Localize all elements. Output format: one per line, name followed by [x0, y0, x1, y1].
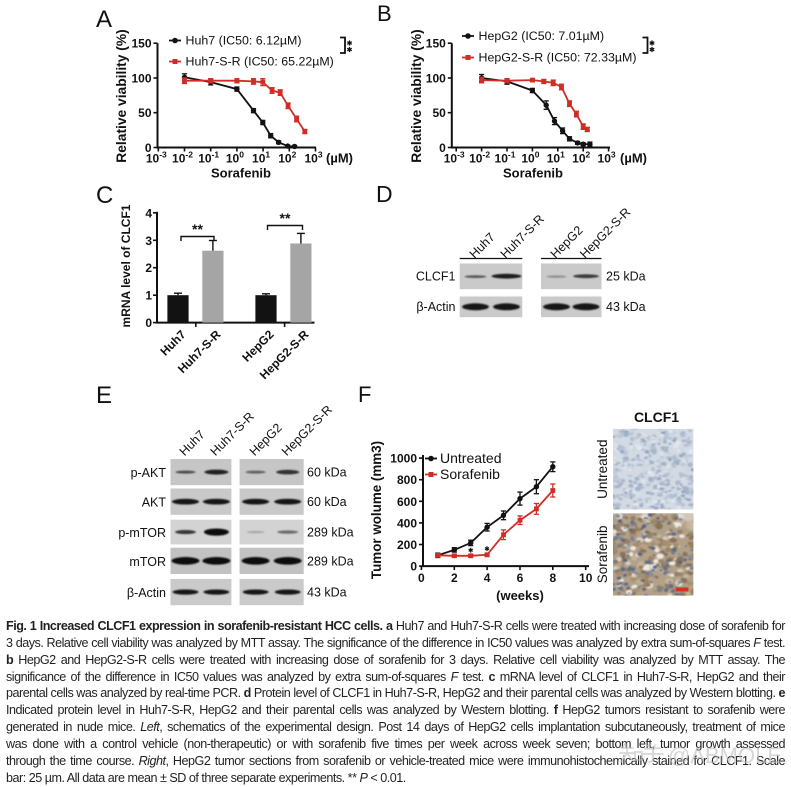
svg-text:100: 100: [226, 150, 244, 166]
svg-text:10-2: 10-2: [172, 150, 193, 166]
svg-text:103: 103: [598, 150, 616, 166]
svg-text:600: 600: [397, 495, 417, 509]
svg-text:100: 100: [426, 72, 446, 86]
svg-text:mTOR: mTOR: [129, 555, 166, 569]
svg-text:p-AKT: p-AKT: [131, 466, 167, 480]
svg-text:Sorafenib: Sorafenib: [503, 166, 563, 181]
svg-text:0: 0: [418, 571, 425, 585]
svg-text:10-3: 10-3: [444, 150, 465, 166]
svg-text:Relative viability (%): Relative viability (%): [409, 29, 424, 162]
svg-text:p-mTOR: p-mTOR: [118, 526, 166, 540]
svg-text:3: 3: [145, 234, 152, 248]
svg-text:(weeks): (weeks): [496, 588, 544, 603]
svg-text:(µM): (µM): [620, 151, 647, 166]
svg-text:10: 10: [579, 571, 593, 585]
svg-text:25 kDa: 25 kDa: [606, 270, 646, 284]
svg-text:200: 200: [397, 538, 417, 552]
svg-text:150: 150: [131, 37, 151, 51]
svg-text:400: 400: [397, 516, 417, 530]
svg-text:**: **: [280, 210, 291, 226]
svg-text:0: 0: [410, 560, 417, 574]
svg-text:Huh7 (IC50: 6.12µM): Huh7 (IC50: 6.12µM): [186, 34, 302, 48]
svg-text:101: 101: [547, 150, 565, 166]
svg-text:(µM): (µM): [326, 151, 353, 166]
svg-text:101: 101: [252, 150, 270, 166]
svg-text:1: 1: [145, 289, 152, 303]
svg-text:100: 100: [521, 150, 539, 166]
svg-text:6: 6: [517, 571, 524, 585]
svg-text:43 kDa: 43 kDa: [606, 300, 646, 314]
svg-text:4: 4: [145, 206, 152, 220]
svg-text:Sorafenib: Sorafenib: [211, 166, 271, 181]
svg-text:Sorafenib: Sorafenib: [440, 466, 500, 482]
svg-text:Huh7: Huh7: [467, 230, 498, 261]
svg-text:50: 50: [432, 106, 446, 120]
svg-text:HepG2: HepG2: [247, 421, 285, 459]
svg-text:103: 103: [304, 150, 322, 166]
svg-text:F: F: [358, 382, 371, 407]
svg-text:HepG2-S-R: HepG2-S-R: [577, 205, 633, 261]
svg-text:CLCF1: CLCF1: [416, 270, 456, 284]
svg-text:50: 50: [138, 106, 152, 120]
svg-text:0: 0: [145, 316, 152, 330]
svg-text:mRNA level of CLCF1: mRNA level of CLCF1: [119, 204, 133, 327]
svg-text:2: 2: [145, 261, 152, 275]
svg-text:C: C: [96, 182, 113, 209]
svg-text:HepG2: HepG2: [548, 223, 586, 261]
svg-text:60 kDa: 60 kDa: [307, 466, 347, 480]
svg-text:AKT: AKT: [142, 496, 167, 510]
svg-text:289 kDa: 289 kDa: [307, 526, 354, 540]
svg-text:10-1: 10-1: [198, 150, 219, 166]
svg-text:150: 150: [426, 37, 446, 51]
svg-text:100: 100: [131, 72, 151, 86]
svg-text:Huh7-S-R (IC50: 65.22µM): Huh7-S-R (IC50: 65.22µM): [186, 55, 334, 69]
svg-text:HepG2 (IC50: 7.01µM): HepG2 (IC50: 7.01µM): [479, 29, 605, 43]
svg-text:Huh7: Huh7: [158, 327, 189, 358]
svg-text:D: D: [376, 181, 393, 207]
svg-text:102: 102: [278, 150, 296, 166]
svg-text:8: 8: [549, 571, 556, 585]
svg-text:B: B: [377, 1, 392, 26]
svg-text:CLCF1: CLCF1: [634, 409, 679, 425]
svg-text:β-Actin: β-Actin: [127, 586, 166, 600]
svg-text:E: E: [96, 382, 112, 409]
svg-text:β-Actin: β-Actin: [416, 300, 455, 314]
svg-text:800: 800: [397, 473, 417, 487]
svg-text:HepG2-S-R (IC50: 72.33µM): HepG2-S-R (IC50: 72.33µM): [479, 51, 637, 65]
svg-text:10-1: 10-1: [495, 150, 516, 166]
svg-text:Relative viability (%): Relative viability (%): [114, 29, 129, 162]
svg-text:10-2: 10-2: [469, 150, 490, 166]
svg-text:@ABMOLE: @ABMOLE: [668, 743, 782, 768]
svg-text:Untreated: Untreated: [440, 450, 501, 466]
svg-text:Huh7: Huh7: [177, 428, 208, 459]
svg-text:60 kDa: 60 kDa: [307, 495, 347, 509]
svg-text:4: 4: [484, 571, 491, 585]
svg-text:Tumor wolume (mm3): Tumor wolume (mm3): [369, 441, 384, 579]
svg-text:Huh7-S-R: Huh7-S-R: [498, 212, 547, 261]
svg-text:**: **: [192, 221, 203, 237]
svg-text:102: 102: [572, 150, 590, 166]
svg-text:HepG2-S-R: HepG2-S-R: [279, 403, 335, 459]
svg-text:10-3: 10-3: [146, 150, 167, 166]
svg-text:Sorafenib: Sorafenib: [595, 526, 610, 584]
svg-text:0: 0: [439, 141, 446, 155]
svg-text:0: 0: [145, 141, 152, 155]
svg-text:289 kDa: 289 kDa: [307, 554, 354, 568]
svg-text:1000: 1000: [390, 452, 417, 466]
svg-text:2: 2: [451, 571, 458, 585]
svg-text:Untreated: Untreated: [595, 440, 610, 499]
svg-text:43 kDa: 43 kDa: [307, 586, 347, 600]
svg-text:A: A: [96, 6, 112, 33]
